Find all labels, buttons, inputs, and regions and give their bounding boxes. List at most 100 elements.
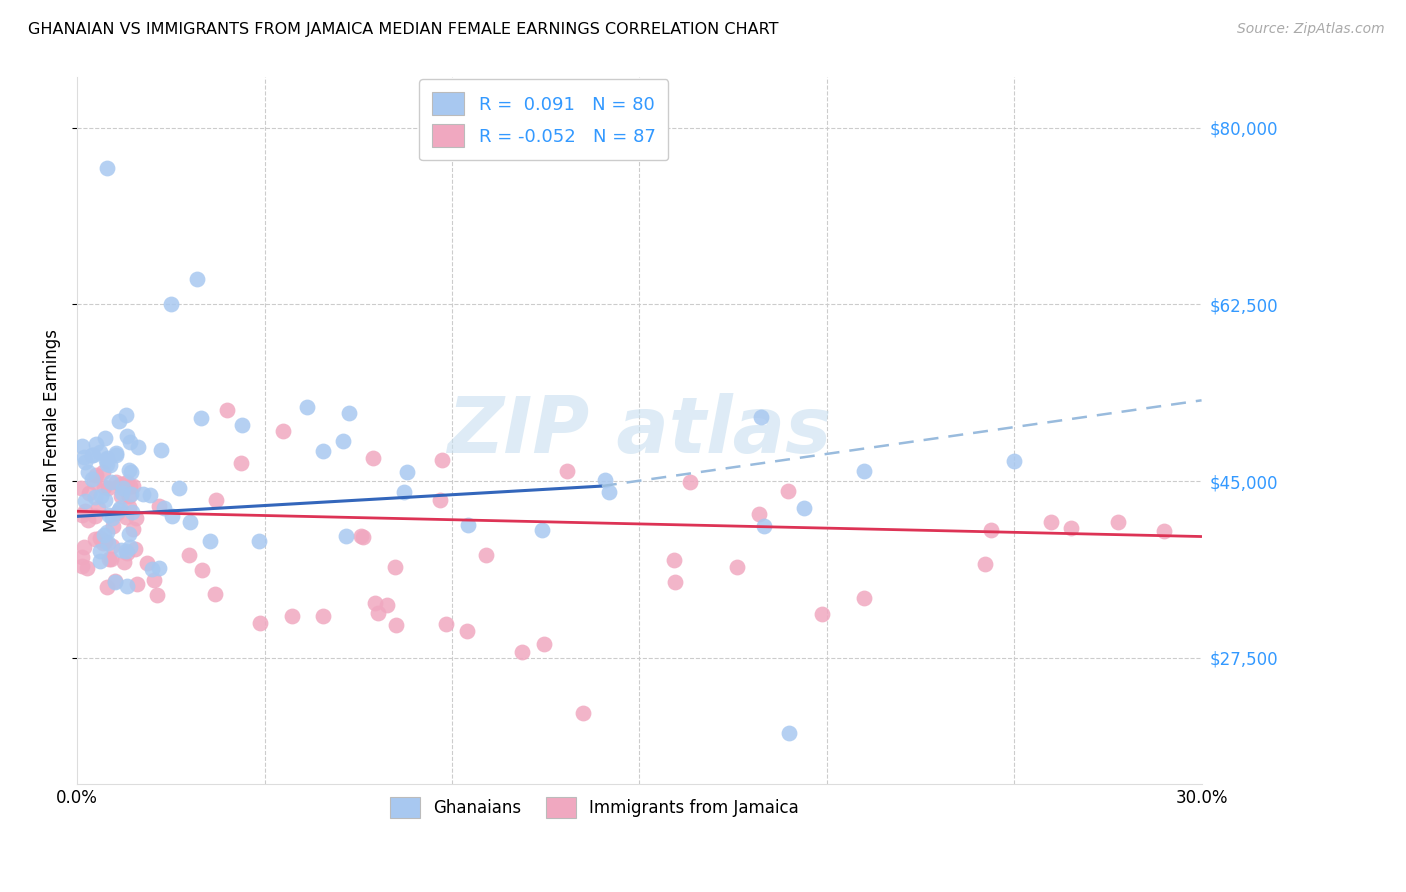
Point	[70, 550, 93, 565]
Point	[153, 500, 176, 515]
Point	[146, 588, 169, 602]
Point	[169, 481, 191, 495]
Point	[337, 406, 360, 420]
Point	[73, 455, 96, 469]
Point	[84, 437, 107, 451]
Point	[375, 599, 398, 613]
Point	[115, 475, 138, 489]
Point	[125, 577, 148, 591]
Point	[91, 466, 114, 480]
Point	[974, 558, 997, 572]
Point	[93, 431, 115, 445]
Point	[114, 544, 136, 558]
Point	[811, 607, 834, 621]
Point	[97, 482, 120, 496]
Point	[430, 453, 453, 467]
Point	[280, 608, 302, 623]
Point	[191, 563, 214, 577]
Point	[1107, 516, 1129, 530]
Point	[94, 452, 117, 467]
Point	[90, 489, 112, 503]
Point	[186, 272, 208, 286]
Point	[143, 574, 166, 588]
Point	[118, 500, 141, 514]
Point	[89, 531, 111, 545]
Point	[533, 637, 555, 651]
Point	[1059, 521, 1081, 535]
Point	[751, 410, 773, 425]
Point	[100, 475, 122, 489]
Point	[111, 482, 134, 496]
Point	[83, 475, 105, 489]
Point	[598, 484, 620, 499]
Point	[776, 483, 799, 498]
Point	[363, 596, 385, 610]
Point	[104, 574, 127, 588]
Point	[73, 541, 96, 555]
Point	[179, 515, 201, 529]
Point	[122, 522, 145, 536]
Point	[124, 541, 146, 556]
Point	[96, 450, 118, 465]
Point	[77, 513, 100, 527]
Point	[110, 501, 132, 516]
Point	[1039, 515, 1062, 529]
Point	[664, 574, 686, 589]
Point	[115, 510, 138, 524]
Point	[572, 706, 595, 720]
Legend: Ghanaians, Immigrants from Jamaica: Ghanaians, Immigrants from Jamaica	[382, 790, 806, 825]
Point	[725, 560, 748, 574]
Point	[595, 474, 617, 488]
Point	[118, 540, 141, 554]
Point	[335, 529, 357, 543]
Point	[231, 418, 253, 433]
Point	[215, 403, 238, 417]
Point	[395, 465, 418, 479]
Point	[457, 518, 479, 533]
Point	[89, 445, 111, 459]
Point	[200, 534, 222, 549]
Point	[434, 616, 457, 631]
Point	[394, 484, 416, 499]
Point	[76, 465, 98, 479]
Point	[98, 458, 121, 472]
Point	[512, 644, 534, 658]
Point	[73, 504, 96, 518]
Point	[1153, 524, 1175, 539]
Point	[385, 617, 408, 632]
Point	[120, 479, 142, 493]
Point	[117, 489, 139, 503]
Point	[101, 539, 124, 553]
Point	[384, 560, 406, 574]
Point	[429, 492, 451, 507]
Point	[1002, 454, 1025, 468]
Point	[80, 448, 103, 462]
Point	[115, 579, 138, 593]
Point	[72, 508, 94, 523]
Point	[80, 472, 103, 486]
Point	[350, 529, 373, 543]
Point	[150, 442, 173, 457]
Point	[247, 534, 270, 549]
Point	[91, 535, 114, 549]
Point	[664, 553, 686, 567]
Point	[754, 519, 776, 533]
Point	[89, 554, 111, 568]
Point	[101, 511, 124, 525]
Point	[141, 562, 163, 576]
Point	[87, 501, 110, 516]
Point	[96, 580, 118, 594]
Point	[148, 561, 170, 575]
Point	[111, 486, 134, 500]
Point	[980, 523, 1002, 537]
Point	[312, 444, 335, 458]
Point	[115, 408, 138, 422]
Point	[456, 624, 478, 638]
Text: GHANAIAN VS IMMIGRANTS FROM JAMAICA MEDIAN FEMALE EARNINGS CORRELATION CHART: GHANAIAN VS IMMIGRANTS FROM JAMAICA MEDI…	[28, 22, 779, 37]
Point	[93, 528, 115, 542]
Point	[135, 556, 157, 570]
Point	[96, 457, 118, 471]
Point	[120, 434, 142, 449]
Point	[793, 501, 815, 516]
Text: ZIP atlas: ZIP atlas	[447, 392, 831, 468]
